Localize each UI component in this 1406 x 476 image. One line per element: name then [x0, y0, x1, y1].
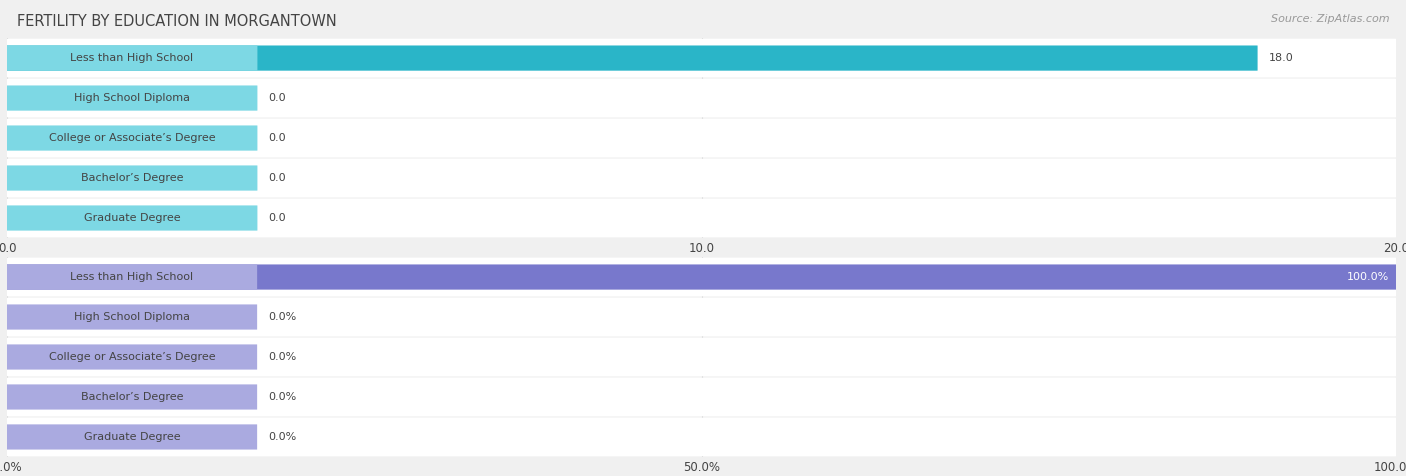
- Text: Less than High School: Less than High School: [70, 272, 194, 282]
- FancyBboxPatch shape: [7, 198, 1396, 238]
- FancyBboxPatch shape: [7, 166, 257, 190]
- FancyBboxPatch shape: [7, 425, 257, 449]
- Text: 0.0%: 0.0%: [269, 392, 297, 402]
- Text: 0.0: 0.0: [269, 93, 285, 103]
- FancyBboxPatch shape: [7, 258, 1396, 297]
- FancyBboxPatch shape: [7, 385, 257, 409]
- Text: 18.0: 18.0: [1268, 53, 1294, 63]
- FancyBboxPatch shape: [7, 79, 1396, 118]
- FancyBboxPatch shape: [7, 417, 1396, 456]
- Text: 100.0%: 100.0%: [1347, 272, 1389, 282]
- Text: 0.0: 0.0: [269, 133, 285, 143]
- Text: High School Diploma: High School Diploma: [75, 93, 190, 103]
- FancyBboxPatch shape: [7, 119, 1396, 158]
- Text: Bachelor’s Degree: Bachelor’s Degree: [80, 173, 183, 183]
- Text: Bachelor’s Degree: Bachelor’s Degree: [80, 392, 183, 402]
- Text: Less than High School: Less than High School: [70, 53, 194, 63]
- FancyBboxPatch shape: [7, 265, 257, 289]
- Text: Source: ZipAtlas.com: Source: ZipAtlas.com: [1271, 14, 1389, 24]
- Text: 0.0: 0.0: [269, 213, 285, 223]
- Text: Graduate Degree: Graduate Degree: [84, 213, 180, 223]
- FancyBboxPatch shape: [7, 86, 257, 110]
- Text: College or Associate’s Degree: College or Associate’s Degree: [49, 133, 215, 143]
- Text: 0.0%: 0.0%: [269, 312, 297, 322]
- FancyBboxPatch shape: [7, 39, 1396, 78]
- FancyBboxPatch shape: [7, 206, 257, 230]
- FancyBboxPatch shape: [7, 377, 1396, 416]
- Text: High School Diploma: High School Diploma: [75, 312, 190, 322]
- FancyBboxPatch shape: [7, 298, 1396, 337]
- FancyBboxPatch shape: [7, 337, 1396, 377]
- FancyBboxPatch shape: [7, 46, 1257, 70]
- Text: 0.0%: 0.0%: [269, 352, 297, 362]
- FancyBboxPatch shape: [7, 159, 1396, 198]
- FancyBboxPatch shape: [7, 46, 257, 70]
- Text: Graduate Degree: Graduate Degree: [84, 432, 180, 442]
- Text: College or Associate’s Degree: College or Associate’s Degree: [49, 352, 215, 362]
- FancyBboxPatch shape: [7, 126, 257, 150]
- Text: 0.0: 0.0: [269, 173, 285, 183]
- FancyBboxPatch shape: [7, 305, 257, 329]
- FancyBboxPatch shape: [7, 265, 1396, 289]
- Text: 0.0%: 0.0%: [269, 432, 297, 442]
- Text: FERTILITY BY EDUCATION IN MORGANTOWN: FERTILITY BY EDUCATION IN MORGANTOWN: [17, 14, 336, 30]
- FancyBboxPatch shape: [7, 345, 257, 369]
